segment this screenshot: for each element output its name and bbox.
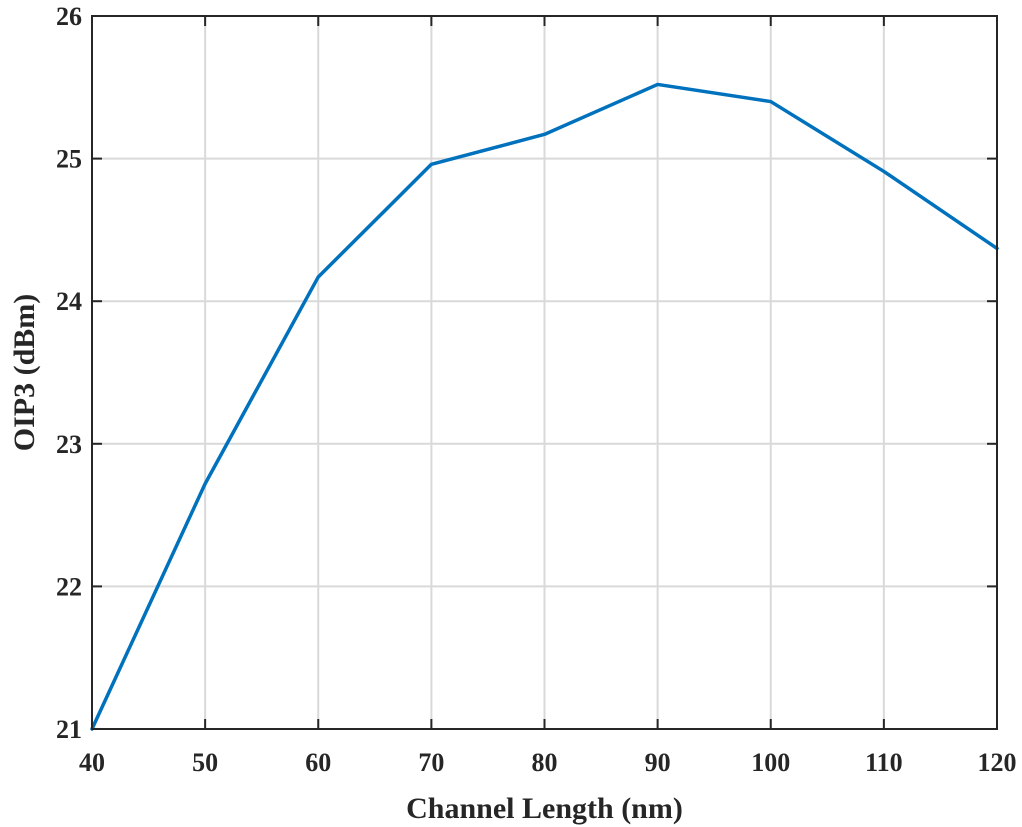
x-tick-label: 60 xyxy=(305,748,331,777)
x-axis-label: Channel Length (nm) xyxy=(406,792,683,825)
x-tick-label: 90 xyxy=(645,748,671,777)
x-tick-label: 70 xyxy=(418,748,444,777)
x-tick-label: 80 xyxy=(532,748,558,777)
x-tick-label: 100 xyxy=(751,748,790,777)
grid-layer xyxy=(91,15,998,730)
x-tick-label: 120 xyxy=(978,748,1017,777)
y-tick-label: 22 xyxy=(56,572,82,601)
y-tick-label: 21 xyxy=(56,715,82,744)
x-tick-label: 50 xyxy=(192,748,218,777)
y-tick-label: 23 xyxy=(56,430,82,459)
tick-layer xyxy=(91,15,998,730)
y-tick-label: 26 xyxy=(56,2,82,31)
tick-label-layer: 40 50 60 70 80 90 100 110 120 21 22 23 24 25 26 xyxy=(56,2,1017,777)
y-tick-label: 24 xyxy=(56,287,82,316)
x-tick-label: 110 xyxy=(865,748,903,777)
y-tick-label: 25 xyxy=(56,145,82,174)
x-tick-label: 40 xyxy=(79,748,105,777)
y-axis-label: OIP3 (dBm) xyxy=(8,294,41,452)
